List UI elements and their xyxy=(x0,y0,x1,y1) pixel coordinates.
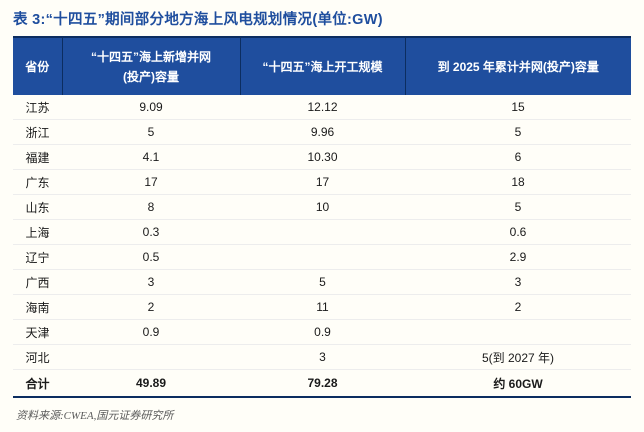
cell-province: 河北 xyxy=(13,344,62,370)
cell-province: 辽宁 xyxy=(13,244,62,270)
col-header-cumulative-2025: 到 2025 年累计并网(投产)容量 xyxy=(404,37,631,95)
col-header-new-grid-capacity: “十四五”海上新增并网 (投产)容量 xyxy=(61,37,240,95)
cell-cumulative: 2.9 xyxy=(405,244,631,270)
cell-construction: 0.9 xyxy=(240,319,405,345)
cell-new-grid: 4.1 xyxy=(62,144,240,170)
cell-new-grid: 9.09 xyxy=(62,95,240,120)
cell-province: 海南 xyxy=(13,294,62,320)
table-row: 江苏 9.09 12.12 15 xyxy=(13,95,631,120)
cell-cumulative: 5(到 2027 年) xyxy=(405,344,631,370)
cell-construction: 79.28 xyxy=(307,376,338,390)
cell-new-grid: 17 xyxy=(62,169,240,195)
table-row: 福建 4.1 10.30 6 xyxy=(13,144,631,170)
table-row: 上海 0.3 0.6 xyxy=(13,219,631,245)
cell-province: 浙江 xyxy=(13,119,62,145)
table-body: 江苏 9.09 12.12 15 浙江 5 9.96 5 福建 4.1 10.30 6 广东 17 17 18… xyxy=(13,95,631,397)
col-header-new-grid-line1: “十四五”海上新增并网 xyxy=(90,49,211,64)
total-row: 合计 49.89 79.28 约 60GW xyxy=(13,370,631,398)
cell-cumulative xyxy=(405,319,631,345)
table-header: 省份 “十四五”海上新增并网 (投产)容量 “十四五”海上开工规模 到 2025… xyxy=(13,37,631,95)
offshore-wind-planning-table: 省份 “十四五”海上新增并网 (投产)容量 “十四五”海上开工规模 到 2025… xyxy=(13,36,631,398)
table-row: 广西 3 5 3 xyxy=(13,269,631,295)
cell-construction: 9.96 xyxy=(240,119,405,145)
cell-province: 广西 xyxy=(13,269,62,295)
cell-cumulative: 5 xyxy=(405,119,631,145)
cell-cumulative: 18 xyxy=(405,169,631,195)
cell-province: 上海 xyxy=(13,219,62,245)
table-row: 天津 0.9 0.9 xyxy=(13,319,631,345)
cell-construction: 5 xyxy=(240,269,405,295)
table-row: 辽宁 0.5 2.9 xyxy=(13,244,631,270)
cell-new-grid: 3 xyxy=(62,269,240,295)
table-title: 表 3:“十四五”期间部分地方海上风电规划情况(单位:GW) xyxy=(13,12,383,28)
table-row: 浙江 5 9.96 5 xyxy=(13,119,631,145)
cell-new-grid: 0.9 xyxy=(62,319,240,345)
table-row: 山东 8 10 5 xyxy=(13,194,631,220)
col-header-province: 省份 xyxy=(13,37,62,95)
cell-province: 福建 xyxy=(13,144,62,170)
cell-construction: 17 xyxy=(240,169,405,195)
cell-cumulative: 6 xyxy=(405,144,631,170)
cell-construction: 11 xyxy=(240,294,405,320)
cell-construction xyxy=(240,219,405,245)
cell-cumulative: 0.6 xyxy=(405,219,631,245)
cell-cumulative: 5 xyxy=(405,194,631,220)
cell-province: 合计 xyxy=(25,376,50,391)
cell-new-grid: 2 xyxy=(62,294,240,320)
cell-cumulative: 2 xyxy=(405,294,631,320)
cell-province: 广东 xyxy=(13,169,62,195)
cell-new-grid: 5 xyxy=(62,119,240,145)
report-table-section: 表 3:“十四五”期间部分地方海上风电规划情况(单位:GW) 省份 “十四五”海… xyxy=(13,8,631,423)
cell-construction: 10.30 xyxy=(240,144,405,170)
cell-new-grid xyxy=(62,344,240,370)
cell-province: 山东 xyxy=(13,194,62,220)
cell-new-grid: 0.3 xyxy=(62,219,240,245)
cell-cumulative: 3 xyxy=(405,269,631,295)
source-label: 资料来源: xyxy=(16,410,64,422)
cell-construction: 3 xyxy=(240,344,405,370)
cell-new-grid: 8 xyxy=(62,194,240,220)
cell-construction: 12.12 xyxy=(240,95,405,120)
table-row: 河北 3 5(到 2027 年) xyxy=(13,344,631,370)
col-header-new-grid-line2: (投产)容量 xyxy=(123,69,179,84)
source-note: 资料来源:CWEA,国元证券研究所 xyxy=(13,407,631,423)
header-row: 省份 “十四五”海上新增并网 (投产)容量 “十四五”海上开工规模 到 2025… xyxy=(13,37,631,95)
table-row: 广东 17 17 18 xyxy=(13,169,631,195)
cell-cumulative: 约 60GW xyxy=(493,376,543,391)
cell-province: 天津 xyxy=(13,319,62,345)
source-text: CWEA,国元证券研究所 xyxy=(63,410,174,422)
cell-new-grid: 49.89 xyxy=(135,376,167,390)
col-header-construction-scale: “十四五”海上开工规模 xyxy=(239,37,405,95)
cell-province: 江苏 xyxy=(13,95,62,120)
table-row: 海南 2 11 2 xyxy=(13,294,631,320)
cell-construction: 10 xyxy=(240,194,405,220)
cell-cumulative: 15 xyxy=(405,95,631,120)
cell-new-grid: 0.5 xyxy=(62,244,240,270)
cell-construction xyxy=(240,244,405,270)
